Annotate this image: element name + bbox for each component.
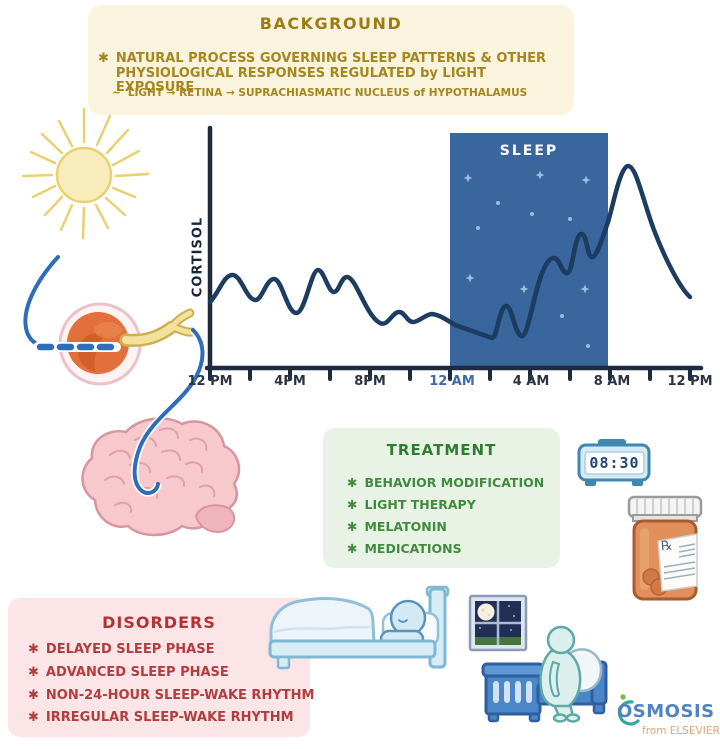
x-label-12pm-2: 12 PM: [667, 374, 713, 389]
bullet-marker: ✱: [28, 642, 39, 657]
moon-icon: [477, 603, 495, 621]
bottle-label: [657, 533, 698, 592]
disorders-item-text: ADVANCED SLEEP PHASE: [45, 665, 229, 680]
x-label-12am: 12 AM: [429, 374, 475, 389]
bullet-marker: ✱: [347, 519, 358, 534]
x-label-4am: 4 AM: [512, 374, 550, 389]
background-bullet: ✱ NATURAL PROCESS GOVERNING SLEEP PATTER…: [98, 51, 550, 96]
disorders-title: DISORDERS: [102, 613, 216, 632]
treatment-title: TREATMENT: [386, 441, 497, 459]
brand-wordmark: OSMOSIS: [617, 701, 715, 722]
treatment-item: ✱ LIGHT THERAPY: [347, 497, 476, 512]
brain-illustration: [81, 327, 241, 537]
blanket: [269, 597, 376, 646]
disorders-item: ✱ IRREGULAR SLEEP-WAKE RHYTHM: [28, 710, 294, 725]
sleep-region: [450, 133, 608, 368]
clock-time: 08:30: [589, 454, 640, 472]
sleep-region-label: SLEEP: [499, 143, 559, 159]
disorders-item-text: NON-24-HOUR SLEEP-WAKE RHYTHM: [45, 688, 315, 703]
x-label-4pm: 4PM: [274, 374, 306, 389]
treatment-item-text: BEHAVIOR MODIFICATION: [364, 475, 545, 490]
background-bullet-text: NATURAL PROCESS GOVERNING SLEEP PATTERNS…: [115, 51, 547, 96]
brand-tagline: from ELSEVIER: [642, 725, 720, 737]
cortisol-chart: [204, 125, 704, 381]
x-label-8pm: 8PM: [354, 374, 386, 389]
x-label-8am: 8 AM: [593, 374, 631, 389]
bullet-marker: ✱: [347, 475, 358, 490]
background-sub-bullet: ~ LIGHT → RETINA → SUPRACHIASMATIC NUCLE…: [112, 87, 527, 99]
bullet-marker: ✱: [28, 688, 39, 703]
sitting-person-illustration: [481, 625, 608, 723]
sleeping-person-illustration: [268, 585, 450, 670]
night-window-icon: [468, 594, 528, 652]
background-panel: [88, 5, 574, 115]
osmosis-logo-mark: [617, 694, 640, 726]
treatment-item-text: LIGHT THERAPY: [364, 497, 476, 512]
x-axis-ticks: [208, 366, 692, 381]
sleep-stars: [463, 170, 591, 348]
treatment-item-text: MELATONIN: [364, 519, 447, 534]
pill-bottle-icon: [627, 495, 703, 601]
disorders-item: ✱ NON-24-HOUR SLEEP-WAKE RHYTHM: [28, 688, 314, 703]
disorders-item-text: DELAYED SLEEP PHASE: [45, 642, 215, 657]
rx-symbol: ℞: [660, 538, 674, 555]
treatment-item: ✱ MEDICATIONS: [347, 541, 462, 556]
disorders-item-text: IRREGULAR SLEEP-WAKE RHYTHM: [45, 710, 294, 725]
treatment-item: ✱ BEHAVIOR MODIFICATION: [347, 475, 544, 490]
alarm-clock-icon: [577, 439, 651, 486]
bullet-marker: ✱: [28, 710, 39, 725]
bullet-marker: ✱: [28, 665, 39, 680]
eye-illustration: [21, 254, 197, 386]
scn-signal-line: [132, 328, 205, 495]
bullet-marker: ✱: [98, 51, 109, 66]
sitting-person: [539, 625, 582, 723]
treatment-item: ✱ MELATONIN: [347, 519, 447, 534]
disorders-item: ✱ ADVANCED SLEEP PHASE: [28, 665, 229, 680]
treatment-panel: [323, 428, 560, 568]
tilde-marker: ~: [112, 87, 121, 99]
disorders-panel: [8, 598, 310, 737]
bullet-marker: ✱: [347, 541, 358, 556]
mattress: [268, 639, 437, 659]
y-axis-label: CORTISOL: [190, 216, 206, 298]
sun-icon: [21, 107, 150, 240]
background-sub-text: LIGHT → RETINA → SUPRACHIASMATIC NUCLEUS…: [127, 87, 528, 99]
background-title: BACKGROUND: [259, 14, 403, 33]
disorders-item: ✱ DELAYED SLEEP PHASE: [28, 642, 214, 657]
bullet-marker: ✱: [347, 497, 358, 512]
treatment-item-text: MEDICATIONS: [364, 541, 462, 556]
x-label-12pm: 12 PM: [187, 374, 233, 389]
